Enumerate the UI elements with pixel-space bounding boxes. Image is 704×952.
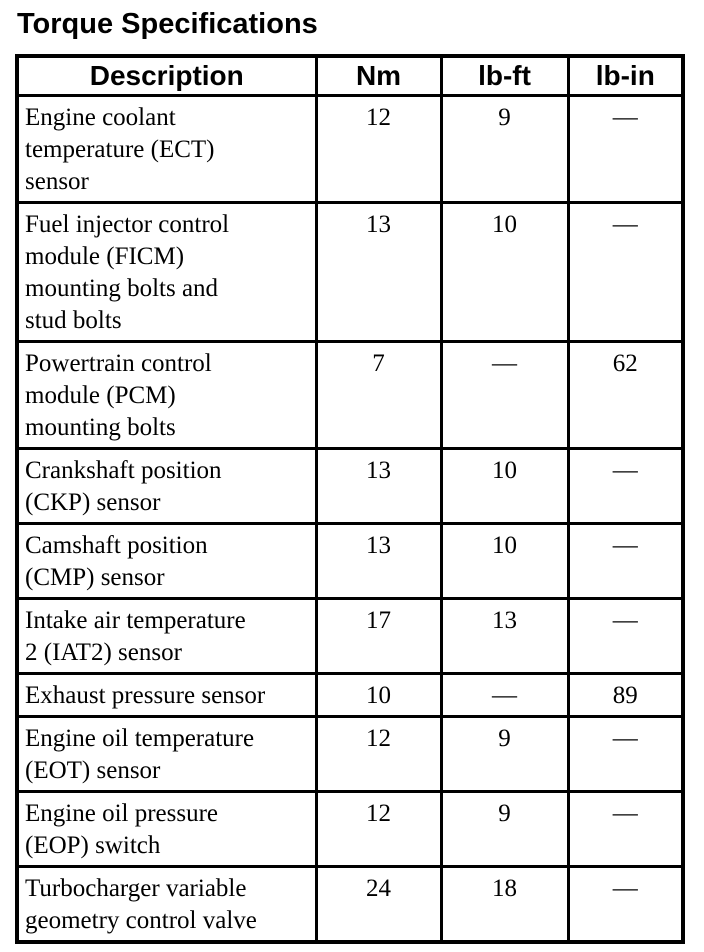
nm-value-cell: 17 [314,597,443,675]
description-cell: Intake air temperature 2 (IAT2) sensor [15,597,318,675]
lb-in-value-cell: — [566,447,685,525]
lb-in-value-cell: — [566,865,685,944]
table-row: Intake air temperature 2 (IAT2) sensor 17… [15,597,685,675]
table-row: Camshaft position (CMP) sensor 13 10— [15,522,685,600]
table-row: Turbocharger variable geometry control v… [15,865,685,944]
description-cell: Camshaft position (CMP) sensor [15,522,318,600]
nm-value-cell: 12 [314,715,443,793]
table-row: Exhaust pressure sensor 10—89 [15,672,685,718]
page-title: Torque Specifications [17,8,318,40]
description-cell: Engine coolant temperature (ECT) sensor [15,94,318,204]
description-cell: Powertrain control module (PCM) mounting… [15,340,318,450]
lb-ft-value-cell: 9 [439,715,570,793]
nm-value-cell: 13 [314,201,443,343]
table-row: Engine oil pressure (EOP) switch 12 9— [15,790,685,868]
lb-ft-value-cell: 10 [439,522,570,600]
lb-in-value-cell: — [566,522,685,600]
column-header-lb-in: lb-in [566,54,685,97]
table-row: Fuel injector control module (FICM) moun… [15,201,685,343]
lb-ft-value-cell: 18 [439,865,570,944]
nm-value-cell: 24 [314,865,443,944]
column-header-nm: Nm [314,54,443,97]
lb-in-value-cell: — [566,94,685,204]
lb-ft-value-cell: 10 [439,447,570,525]
lb-ft-value-cell: 13 [439,597,570,675]
description-cell: Turbocharger variable geometry control v… [15,865,318,944]
torque-table-body: Engine coolant temperature (ECT) sensor 1… [15,94,685,944]
column-header-description: Description [15,54,318,97]
lb-in-value-cell: 62 [566,340,685,450]
description-cell: Exhaust pressure sensor [15,672,318,718]
nm-value-cell: 13 [314,522,443,600]
column-header-lb-ft: lb-ft [439,54,570,97]
description-cell: Engine oil pressure (EOP) switch [15,790,318,868]
lb-in-value-cell: 89 [566,672,685,718]
lb-ft-value-cell: 9 [439,94,570,204]
table-row: Crankshaft position (CKP) sensor 13 10— [15,447,685,525]
nm-value-cell: 12 [314,94,443,204]
lb-ft-value-cell: — [439,340,570,450]
description-cell: Engine oil temperature (EOT) sensor [15,715,318,793]
table-row: Engine coolant temperature (ECT) sensor 1… [15,94,685,204]
lb-ft-value-cell: 9 [439,790,570,868]
header-row: Description Nm lb-ft lb-in [15,54,685,97]
nm-value-cell: 12 [314,790,443,868]
lb-in-value-cell: — [566,715,685,793]
nm-value-cell: 13 [314,447,443,525]
table-header: Description Nm lb-ft lb-in [15,54,685,97]
lb-in-value-cell: — [566,201,685,343]
description-cell: Crankshaft position (CKP) sensor [15,447,318,525]
description-cell: Fuel injector control module (FICM) moun… [15,201,318,343]
lb-ft-value-cell: — [439,672,570,718]
lb-ft-value-cell: 10 [439,201,570,343]
torque-specifications-table: Description Nm lb-ft lb-in Engine coolan… [15,54,685,944]
lb-in-value-cell: — [566,790,685,868]
table-row: Powertrain control module (PCM) mounting… [15,340,685,450]
nm-value-cell: 7 [314,340,443,450]
nm-value-cell: 10 [314,672,443,718]
lb-in-value-cell: — [566,597,685,675]
table-row: Engine oil temperature (EOT) sensor 12 9— [15,715,685,793]
